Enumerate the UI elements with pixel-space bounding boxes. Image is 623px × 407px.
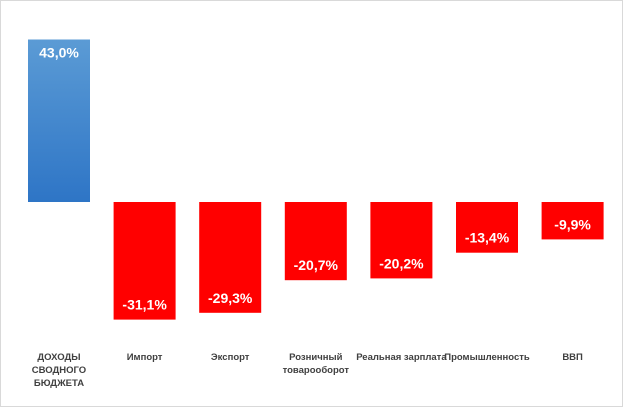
category-label-line: ВВП <box>562 352 583 363</box>
category-label-3: Розничный товарооборот <box>283 352 350 376</box>
category-label-line: БЮДЖЕТА <box>34 378 84 389</box>
bar-value-label-4: -20,2% <box>379 255 424 271</box>
category-label-1: Импорт <box>127 352 163 363</box>
bar-5 <box>456 202 518 253</box>
bar-3 <box>284 202 347 281</box>
category-label-6: ВВП <box>562 352 583 363</box>
category-label-5: Промышленность <box>444 352 530 363</box>
bar-6 <box>541 202 604 240</box>
bar-value-label-1: -31,1% <box>122 297 167 313</box>
bars-layer <box>28 39 604 320</box>
bar-4 <box>370 202 433 279</box>
bar-value-label-0: 43,0% <box>39 45 79 61</box>
bar-1 <box>113 202 176 320</box>
category-label-line: Розничный <box>289 352 342 363</box>
bar-value-label-5: -13,4% <box>465 230 510 246</box>
category-label-line: Промышленность <box>444 352 530 363</box>
category-label-line: Импорт <box>127 352 163 363</box>
bar-0 <box>28 39 90 202</box>
bar-value-label-2: -29,3% <box>208 290 253 306</box>
category-label-line: СВОДНОГО <box>32 365 86 376</box>
category-label-0: ДОХОДЫ СВОДНОГО БЮДЖЕТА <box>32 352 86 389</box>
category-label-line: товарооборот <box>283 365 350 376</box>
category-label-4: Реальная зарплата <box>356 352 447 363</box>
category-label-line: Реальная зарплата <box>356 352 447 363</box>
category-label-2: Экспорт <box>211 352 250 363</box>
bar-value-label-6: -9,9% <box>554 216 591 232</box>
bar-value-label-3: -20,7% <box>294 257 339 273</box>
category-labels-layer: ДОХОДЫ СВОДНОГО БЮДЖЕТА Импорт Экспорт Рознич… <box>32 352 583 389</box>
category-label-line: ДОХОДЫ <box>37 352 80 363</box>
category-label-line: Экспорт <box>211 352 250 363</box>
bar-2 <box>199 202 262 313</box>
value-labels-layer: 43,0% -31,1% -29,3% -20,7% -20,2% -13,4% -9,9% <box>39 45 591 313</box>
